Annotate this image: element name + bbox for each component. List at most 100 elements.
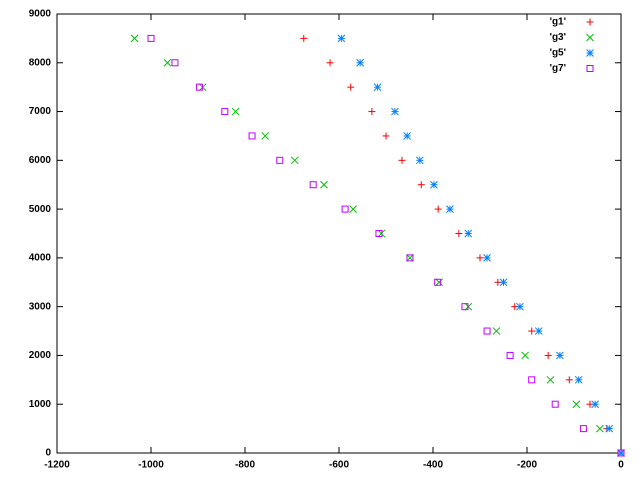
- point: [347, 83, 355, 91]
- marker-box: [248, 132, 256, 140]
- marker-stroke: [492, 327, 501, 335]
- x-tick-label: 0: [618, 460, 624, 471]
- legend-marker: [586, 18, 594, 26]
- marker-stroke: [546, 375, 555, 384]
- y-tick-label: 7000: [29, 106, 52, 117]
- point: [617, 449, 625, 457]
- point: [368, 108, 376, 116]
- point: [579, 425, 587, 433]
- marker-box: [528, 376, 536, 384]
- point: [337, 34, 346, 43]
- marker-stroke: [595, 424, 604, 433]
- marker-stroke: [391, 107, 399, 116]
- point: [434, 205, 442, 213]
- marker-box: [551, 400, 559, 408]
- point: [248, 132, 256, 140]
- point: [492, 327, 501, 335]
- marker-stroke: [499, 278, 508, 287]
- point: [534, 327, 543, 335]
- point: [171, 59, 179, 67]
- point: [349, 205, 357, 213]
- point: [415, 156, 424, 165]
- legend-label: 'g1': [550, 17, 566, 28]
- marker-box: [406, 254, 414, 262]
- marker-stroke: [430, 180, 438, 189]
- y-tick-label: 0: [45, 448, 51, 459]
- point: [300, 34, 308, 42]
- point: [556, 351, 564, 360]
- marker-stroke: [464, 229, 473, 238]
- point: [521, 351, 529, 360]
- point: [398, 156, 406, 164]
- y-tick-label: 1000: [29, 399, 52, 410]
- point: [391, 107, 399, 116]
- point: [320, 180, 328, 189]
- marker-stroke: [356, 58, 365, 67]
- marker-stroke: [446, 205, 454, 213]
- marker-stroke: [377, 229, 386, 238]
- legend-marker: [586, 49, 594, 57]
- marker-box: [221, 108, 229, 116]
- point: [544, 351, 552, 359]
- point: [455, 230, 463, 237]
- legend-label: 'g7': [550, 63, 566, 74]
- point: [605, 424, 614, 433]
- marker-box: [341, 205, 349, 213]
- y-tick-label: 8000: [29, 57, 52, 68]
- x-tick-label: -600: [329, 460, 349, 471]
- marker-stroke: [349, 205, 357, 213]
- marker-stroke: [373, 83, 382, 92]
- point: [163, 58, 172, 67]
- point: [276, 156, 284, 164]
- legend-label: 'g5': [550, 48, 566, 59]
- point: [546, 375, 555, 384]
- y-tick-label: 6000: [29, 155, 52, 166]
- point: [483, 254, 491, 262]
- marker-stroke: [534, 327, 543, 335]
- point: [572, 400, 581, 409]
- marker-stroke: [435, 278, 443, 287]
- point: [551, 400, 559, 408]
- point: [375, 230, 383, 237]
- y-tick-label: 2000: [29, 350, 52, 361]
- marker-box: [434, 278, 442, 286]
- marker-stroke: [617, 449, 625, 457]
- marker-stroke: [261, 132, 270, 140]
- point: [130, 34, 139, 43]
- point: [382, 132, 390, 140]
- point: [528, 327, 536, 335]
- marker-stroke: [483, 254, 491, 262]
- point: [591, 400, 600, 409]
- marker-stroke: [521, 351, 529, 360]
- point: [461, 303, 469, 311]
- point: [476, 254, 484, 262]
- plot-border: [56, 13, 622, 454]
- point: [430, 180, 438, 189]
- legend-marker: [586, 33, 594, 42]
- point: [483, 327, 491, 335]
- point: [406, 254, 414, 262]
- point: [231, 107, 240, 116]
- point: [499, 278, 508, 287]
- marker-stroke: [130, 34, 139, 43]
- point: [446, 205, 454, 213]
- legend-label: 'g3': [550, 32, 566, 43]
- marker-stroke: [574, 375, 583, 384]
- marker-stroke: [415, 156, 424, 165]
- marker-stroke: [556, 351, 564, 360]
- point: [506, 351, 514, 359]
- point: [147, 34, 155, 42]
- marker-stroke: [231, 107, 240, 116]
- marker-stroke: [605, 424, 614, 433]
- y-tick-label: 3000: [29, 301, 52, 312]
- x-tick-label: -400: [423, 460, 443, 471]
- marker-stroke: [591, 400, 600, 409]
- marker-stroke: [403, 132, 412, 140]
- x-tick-label: -200: [517, 460, 537, 471]
- x-tick-label: -800: [235, 460, 255, 471]
- point: [617, 449, 625, 457]
- legend-marker: [586, 65, 594, 72]
- marker-box: [483, 327, 491, 335]
- marker-stroke: [320, 180, 328, 189]
